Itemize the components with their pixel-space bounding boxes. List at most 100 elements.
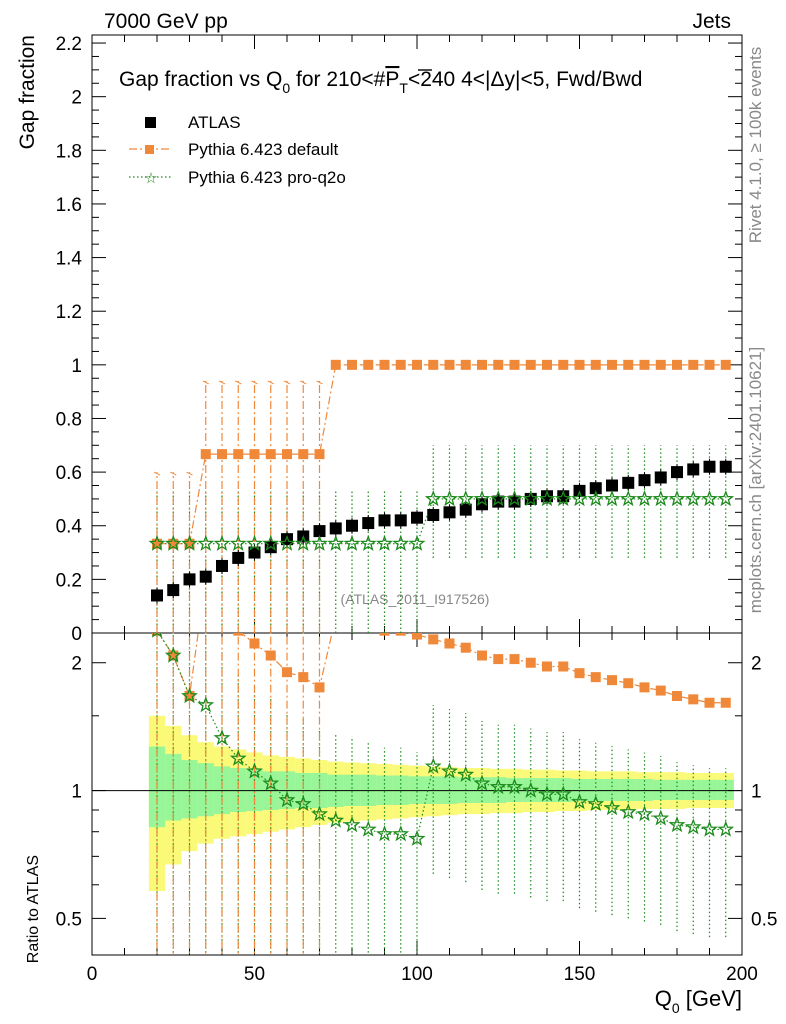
default-ratio-marker — [233, 633, 244, 636]
proq2o-ratio-marker — [473, 774, 491, 791]
default-marker — [314, 449, 325, 460]
default-marker — [688, 359, 699, 370]
proq2o-marker — [181, 534, 198, 551]
proq2o-marker — [408, 534, 426, 551]
default-marker — [509, 359, 520, 370]
proq2o-marker — [246, 534, 263, 551]
band-inner-segment — [636, 778, 653, 802]
proq2o-marker — [197, 534, 215, 551]
default-error-cap — [186, 471, 193, 476]
legend-default-label: Pythia 6.423 default — [188, 140, 339, 159]
default-ratio-marker — [168, 650, 179, 661]
proq2o-ratio-marker — [554, 785, 572, 802]
default-error-cap — [251, 380, 258, 385]
default-marker — [525, 359, 536, 370]
legend: ATLAS Pythia 6.423 default ☆ Pythia 6.42… — [129, 113, 346, 187]
default-marker — [347, 359, 357, 370]
default-error-cap — [235, 380, 242, 385]
default-marker — [460, 359, 471, 370]
top-ytick-label: 0.8 — [56, 409, 82, 430]
top-ytick-label: 2.2 — [56, 34, 82, 55]
proq2o-marker — [327, 534, 345, 551]
band-inner-segment — [587, 778, 604, 802]
default-ratio-marker — [704, 697, 715, 708]
top-ytick-label: 1 — [71, 356, 82, 377]
proq2o-marker — [603, 490, 621, 507]
bot-ytick-label-left: 0.5 — [56, 909, 82, 930]
default-marker — [168, 538, 179, 549]
default-ratio-marker — [444, 638, 455, 649]
x-tick-label: 200 — [726, 964, 758, 985]
band-inner-segment — [717, 779, 734, 801]
default-ratio-marker — [314, 682, 325, 693]
default-marker — [639, 359, 650, 370]
top-ytick-label: 2 — [71, 88, 82, 109]
band-inner-segment — [522, 778, 539, 802]
proq2o-ratio-marker — [636, 805, 653, 822]
proq2o-ratio-marker — [587, 795, 605, 812]
default-ratio-marker — [347, 617, 357, 627]
default-error-cap — [283, 380, 291, 385]
proq2o-marker — [652, 490, 670, 507]
top-ytick-label: 0.6 — [56, 463, 82, 484]
default-ratio-marker — [265, 650, 276, 661]
proq2o-marker — [392, 534, 410, 551]
default-marker — [590, 359, 601, 370]
proq2o-marker — [424, 490, 442, 507]
proq2o-marker — [376, 534, 393, 551]
default-marker — [542, 359, 552, 370]
band-inner-segment — [230, 768, 247, 813]
default-marker — [428, 359, 439, 370]
bot-ytick-label-right: 2 — [751, 654, 762, 675]
default-marker — [200, 449, 211, 460]
proq2o-ratio-marker — [327, 811, 345, 828]
proq2o-ratio-marker — [294, 795, 312, 812]
proq2o-ratio-marker — [571, 793, 588, 810]
top-data-group — [148, 359, 735, 633]
default-ratio-marker — [249, 638, 260, 649]
header-energy: 7000 GeV pp — [104, 10, 228, 33]
default-error-cap — [153, 471, 161, 476]
default-ratio-marker — [655, 685, 666, 696]
proq2o-marker — [668, 490, 686, 507]
x-tick-label: 0 — [87, 964, 98, 985]
band-inner-segment — [555, 778, 572, 802]
default-ratio-marker — [623, 678, 634, 689]
proq2o-marker — [294, 534, 312, 551]
proq2o-ratio-marker — [538, 785, 556, 802]
default-error-cap — [316, 380, 323, 385]
legend-atlas-label: ATLAS — [188, 113, 241, 132]
xlabel-part-a: Q — [655, 986, 672, 1011]
proq2o-ratio-marker — [213, 729, 231, 746]
proq2o-ratio-marker — [343, 815, 361, 833]
default-ratio-marker — [590, 672, 601, 683]
xlabel-part-b: [GeV] — [680, 986, 742, 1011]
band-inner-segment — [538, 778, 556, 802]
proq2o-marker — [164, 534, 182, 551]
header-process: Jets — [692, 10, 731, 33]
legend-proq2o-marker: ☆ — [144, 170, 157, 187]
proq2o-ratio-marker — [311, 805, 328, 822]
proq2o-marker — [213, 534, 231, 551]
top-ytick-label: 1.2 — [56, 302, 82, 323]
default-marker — [444, 359, 455, 370]
axis-ticks: 0 0.2 0.4 0.6 0.8 1 1.2 1.4 1.6 1.8 2 2.2 0 50 100 150 2… — [56, 34, 778, 985]
proq2o-ratio-marker — [151, 633, 163, 638]
proq2o-marker — [343, 534, 361, 551]
proq2o-marker — [278, 534, 296, 551]
default-ratio-marker — [460, 642, 471, 653]
proq2o-marker — [701, 490, 718, 507]
default-line — [157, 364, 726, 545]
bottom-ylabel: Ratio to ATLAS — [25, 855, 42, 963]
default-ratio-marker — [672, 690, 682, 701]
proq2o-marker — [619, 490, 637, 507]
proq2o-marker — [571, 490, 588, 507]
default-ratio-marker — [428, 634, 439, 645]
default-ratio-marker — [184, 690, 195, 701]
default-ratio-marker — [477, 650, 487, 661]
default-marker — [379, 359, 390, 370]
proq2o-marker — [457, 490, 475, 507]
default-ratio-marker — [363, 621, 373, 631]
bot-ytick-label-right: 1 — [751, 782, 762, 803]
